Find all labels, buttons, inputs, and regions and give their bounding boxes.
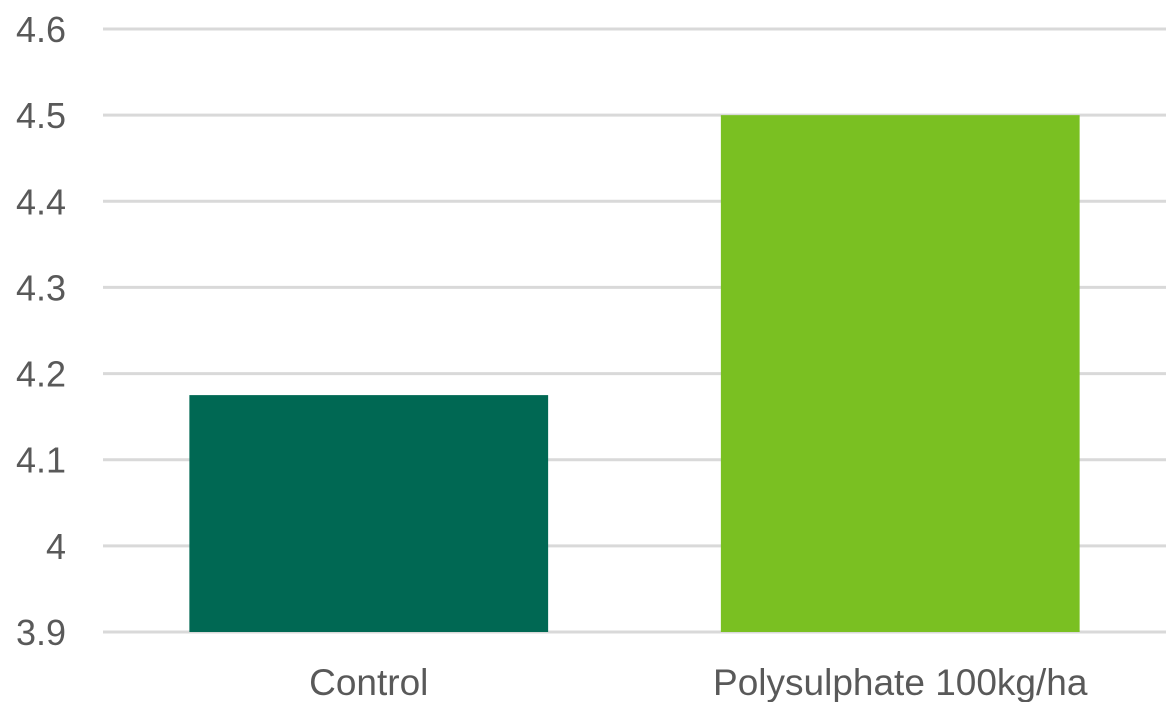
y-tick-label: 4.1: [16, 440, 66, 481]
y-axis-tick-labels: 3.9 4 4.1 4.2 4.3 4.4 4.5 4.6: [16, 9, 66, 653]
x-category-label: Control: [309, 662, 428, 702]
y-tick-label: 4: [46, 526, 66, 567]
y-tick-label: 4.5: [16, 95, 66, 136]
y-tick-label: 4.3: [16, 267, 66, 308]
bars: [189, 115, 1080, 632]
x-axis-category-labels: Control Polysulphate 100kg/ha: [309, 662, 1088, 702]
y-tick-label: 3.9: [16, 612, 66, 653]
bar-polysulphate-100kg-ha: [720, 115, 1080, 632]
y-tick-label: 4.2: [16, 354, 66, 395]
x-category-label: Polysulphate 100kg/ha: [713, 662, 1088, 702]
y-tick-label: 4.4: [16, 181, 66, 222]
bar-control: [189, 395, 549, 632]
y-tick-label: 4.6: [16, 9, 66, 50]
